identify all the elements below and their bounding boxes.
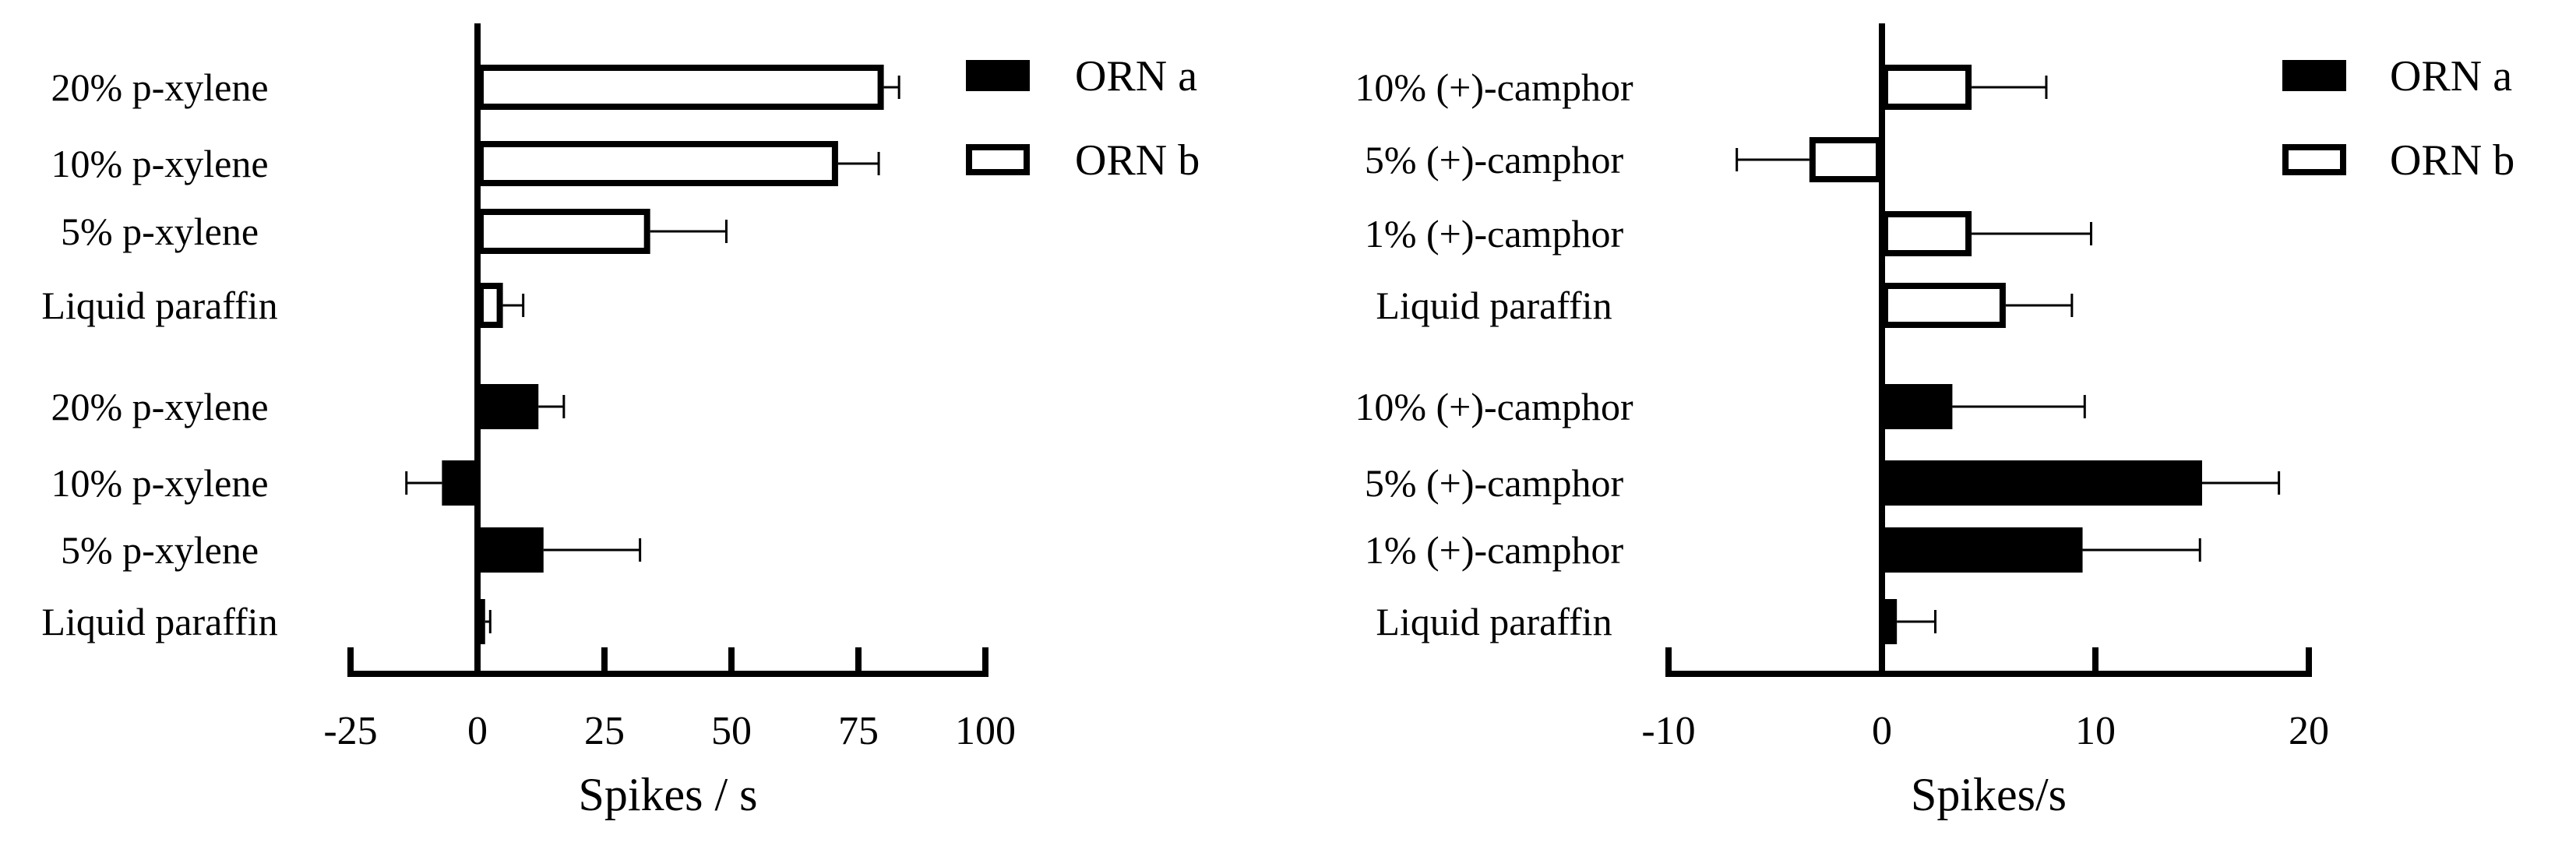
category-label: Liquid paraffin (41, 284, 277, 327)
category-label: 10% (+)-camphor (1355, 385, 1633, 428)
chart-p-xylene: 20% p-xylene 10% p-xylene 5% p-xylene Liqui… (41, 23, 1200, 820)
bar-orn-b-1pct-camphor (1882, 211, 1972, 256)
error-bar-orn-a-liquid-paraffin (485, 610, 492, 633)
error-bar-orn-b-liquid-paraffin (2005, 294, 2074, 317)
error-bar-orn-b-10pct-p-xylene (837, 152, 880, 175)
legend-swatch-orn-a (2282, 60, 2346, 91)
category-label: Liquid paraffin (1376, 284, 1612, 327)
x-tick-label: 25 (584, 709, 625, 753)
x-tick-label: 100 (955, 709, 1016, 753)
bar-orn-b-liquid-paraffin (1882, 283, 2006, 328)
error-bar-orn-a-20pct-p-xylene (538, 395, 566, 418)
category-label: Liquid paraffin (1376, 600, 1612, 643)
x-axis-title: Spikes / s (578, 769, 757, 820)
category-label: 1% (+)-camphor (1365, 212, 1624, 256)
bar-orn-b-10pct-camphor (1882, 65, 1972, 110)
category-label: 20% p-xylene (51, 65, 268, 109)
error-bar-orn-a-5pct-p-xylene (543, 538, 642, 562)
x-tick-label: -25 (323, 709, 377, 753)
error-bar-orn-a-1pct-camphor (2082, 538, 2201, 562)
x-axis-title: Spikes/s (1911, 769, 2067, 820)
category-label: 20% p-xylene (51, 385, 268, 428)
bar-orn-a-1pct-camphor (1882, 527, 2083, 573)
legend-label-orn-a: ORN a (1075, 52, 1197, 100)
error-bar-orn-a-liquid-paraffin (1897, 610, 1936, 633)
legend-label-orn-b: ORN b (2390, 136, 2514, 185)
category-label: 5% p-xylene (61, 528, 259, 572)
category-label: 10% p-xylene (51, 142, 268, 185)
bar-orn-a-10pct-p-xylene (442, 460, 477, 506)
error-bar-orn-b-20pct-p-xylene (883, 76, 900, 99)
category-label: 5% p-xylene (61, 210, 259, 253)
error-bar-orn-b-10pct-camphor (1972, 76, 2048, 99)
x-tick-label: 75 (838, 709, 879, 753)
error-bar-orn-a-10pct-p-xylene (405, 471, 442, 495)
error-bar-orn-b-1pct-camphor (1972, 222, 2093, 245)
category-label: 5% (+)-camphor (1365, 461, 1624, 505)
x-tick-label: 20 (2289, 709, 2329, 753)
x-tick-label: 0 (1872, 709, 1892, 753)
bar-orn-a-5pct-camphor (1882, 460, 2202, 506)
x-tick-label: 50 (711, 709, 752, 753)
bar-orn-b-20pct-p-xylene (477, 65, 884, 110)
bar-orn-b-10pct-p-xylene (477, 141, 838, 186)
legend-swatch-orn-b (966, 144, 1030, 175)
x-tick-label: 10 (2075, 709, 2116, 753)
bar-orn-a-liquid-paraffin (477, 599, 485, 644)
legend-swatch-orn-a (966, 60, 1030, 91)
category-label: 10% (+)-camphor (1355, 65, 1633, 109)
category-label: 5% (+)-camphor (1365, 138, 1624, 182)
chart-camphor: 10% (+)-camphor 5% (+)-camphor 1% (+)-camp… (1355, 23, 2514, 820)
error-bar-orn-b-5pct-camphor (1736, 148, 1810, 171)
error-bar-orn-b-liquid-paraffin (502, 294, 525, 317)
category-label: Liquid paraffin (41, 600, 277, 643)
category-label: 1% (+)-camphor (1365, 528, 1624, 572)
error-bar-orn-a-5pct-camphor (2202, 471, 2281, 495)
bar-orn-a-20pct-p-xylene (477, 384, 539, 429)
error-bar-orn-b-5pct-p-xylene (650, 220, 728, 243)
bar-orn-a-5pct-p-xylene (477, 527, 544, 573)
error-bar-orn-a-10pct-camphor (1952, 395, 2086, 418)
bar-orn-b-5pct-p-xylene (477, 209, 650, 254)
legend-label-orn-a: ORN a (2390, 52, 2512, 100)
bar-orn-b-5pct-camphor (1809, 137, 1883, 182)
bar-orn-a-10pct-camphor (1882, 384, 1953, 429)
bar-orn-b-liquid-paraffin (477, 283, 503, 328)
x-tick-label: 0 (467, 709, 488, 753)
x-tick-label: -10 (1641, 709, 1695, 753)
bar-orn-a-liquid-paraffin (1882, 599, 1898, 644)
category-label: 10% p-xylene (51, 461, 268, 505)
legend-swatch-orn-b (2282, 144, 2346, 175)
legend-label-orn-b: ORN b (1075, 136, 1200, 185)
